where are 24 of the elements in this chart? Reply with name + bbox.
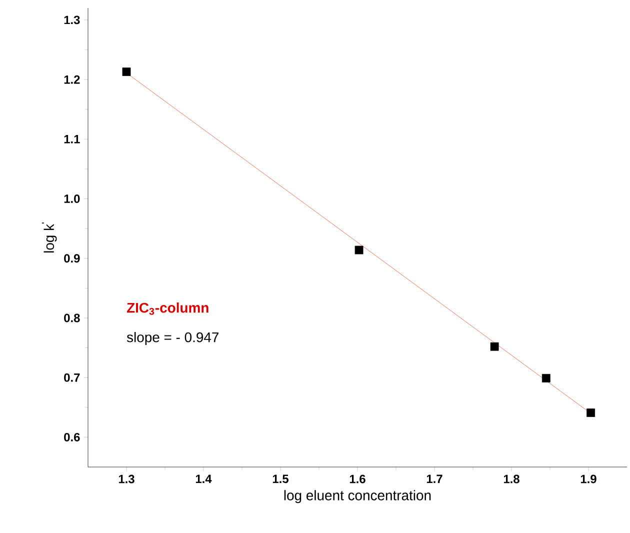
x-tick-label: 1.5 [272,474,288,484]
annotation: slope = - 0.947 [126,332,219,345]
y-axis-title: log k$^{'}$ [42,222,57,252]
y-tick-label: 0.7 [64,373,80,382]
x-axis-title: log eluent concentration [284,490,431,504]
y-tick-label: 1.2 [64,75,80,84]
y-tick-label: 0.9 [64,254,80,263]
point [354,246,364,254]
text: ZIC$_{3}$-column [126,302,208,315]
x-tick-label: 1.9 [580,474,596,484]
point [542,374,550,382]
x-tick-label: 1.3 [118,474,134,484]
x-tick-label: 1.8 [504,474,520,484]
y-tick-label: 1.0 [64,194,80,203]
x-tick-label: 1.7 [426,474,442,483]
point [490,342,499,351]
x-tick-label: 1.6 [350,474,366,484]
x-tick-label: 1.4 [196,474,212,483]
y-tick-label: 1.1 [64,135,80,144]
y-tick-label: 1.3 [64,16,80,24]
point [122,68,131,76]
point [586,408,596,417]
y-tick-label: 0.8 [64,314,80,322]
y-tick-label: 0.6 [64,432,80,442]
